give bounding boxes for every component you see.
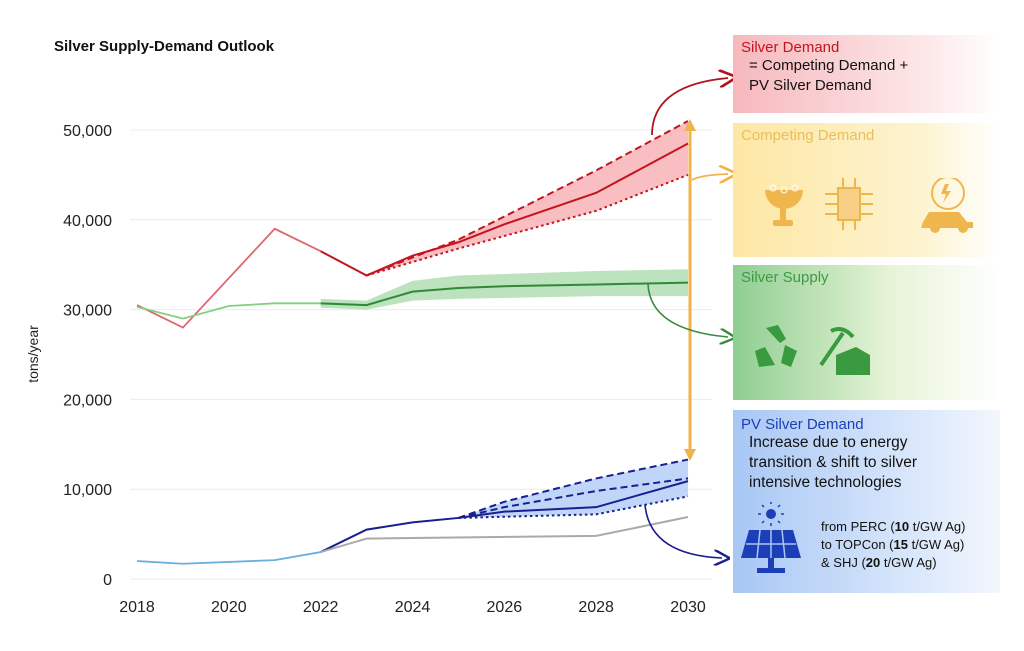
pv-band xyxy=(458,459,688,518)
pv-baseline-line xyxy=(320,516,689,554)
y-tick-label: 30,000 xyxy=(63,303,112,320)
y-tick-label: 10,000 xyxy=(63,482,112,499)
y-axis-label: tons/year xyxy=(25,325,41,383)
supply-band xyxy=(320,269,688,310)
supply-hist-line xyxy=(136,302,321,320)
tech-topcon: to TOPCon (15 t/GW Ag) xyxy=(821,537,965,552)
y-tick-label: 0 xyxy=(103,572,112,589)
pv-demand-heading: PV Silver Demand xyxy=(741,416,864,433)
x-tick-label: 2020 xyxy=(211,599,247,616)
silver-demand-arrow xyxy=(651,78,728,136)
competing-demand-icons xyxy=(765,178,973,233)
x-tick-label: 2028 xyxy=(578,599,614,616)
x-tick-label: 2018 xyxy=(119,599,155,616)
pv-mid-line xyxy=(458,477,689,519)
pv-demand-line: transition & shift to silver xyxy=(749,454,917,471)
y-tick-label: 40,000 xyxy=(63,213,112,230)
x-tick-label: 2026 xyxy=(487,599,523,616)
silver-supply-arrow xyxy=(647,283,728,337)
silver-supply-icons xyxy=(755,325,870,375)
demand-low-line xyxy=(366,173,689,277)
pv-demand-line: Increase due to energy xyxy=(749,434,908,451)
supply-line xyxy=(320,281,689,307)
demand-hist-line xyxy=(136,227,322,329)
y-tick-label: 20,000 xyxy=(63,392,112,409)
pv-hist-line xyxy=(136,551,321,565)
recycle-icon xyxy=(755,325,797,367)
pv-low-line xyxy=(458,495,689,519)
tech-shj: & SHJ (20 t/GW Ag) xyxy=(821,555,937,570)
pv-demand-panel: PV Silver Demand Increase due to energy … xyxy=(733,410,1000,593)
x-tick-label: 2024 xyxy=(395,599,431,616)
silver-demand-line: = Competing Demand + xyxy=(749,57,909,74)
mining-icon xyxy=(819,327,870,375)
silver-demand-line: PV Silver Demand xyxy=(749,77,872,94)
demand-band xyxy=(366,121,688,276)
pv-demand-line: intensive technologies xyxy=(749,474,902,491)
pv-demand-arrow xyxy=(644,504,722,558)
chart-title: Silver Supply-Demand Outlook xyxy=(54,38,275,55)
ev-car-icon xyxy=(921,178,973,233)
silver-demand-heading: Silver Demand xyxy=(741,39,840,56)
competing-demand-panel: Competing Demand xyxy=(733,123,1000,257)
silver-supply-panel: Silver Supply xyxy=(733,265,1000,400)
x-tick-label: 2022 xyxy=(303,599,339,616)
competing-demand-arrow xyxy=(691,174,728,180)
demand-high-line xyxy=(366,120,689,277)
solar-panel-icon xyxy=(741,502,801,573)
silver-demand-panel: Silver Demand = Competing Demand + PV Si… xyxy=(733,35,1000,113)
pv-technology-list: from PERC (10 t/GW Ag) to TOPCon (15 t/G… xyxy=(821,518,965,572)
chip-icon xyxy=(825,178,873,230)
jewelry-icon xyxy=(765,184,803,226)
pv-high-line xyxy=(458,458,689,519)
silver-supply-heading: Silver Supply xyxy=(741,269,829,286)
x-tick-label: 2030 xyxy=(670,599,706,616)
competing-demand-heading: Competing Demand xyxy=(741,127,875,144)
tech-perc: from PERC (10 t/GW Ag) xyxy=(821,519,966,534)
y-tick-label: 50,000 xyxy=(63,123,112,140)
